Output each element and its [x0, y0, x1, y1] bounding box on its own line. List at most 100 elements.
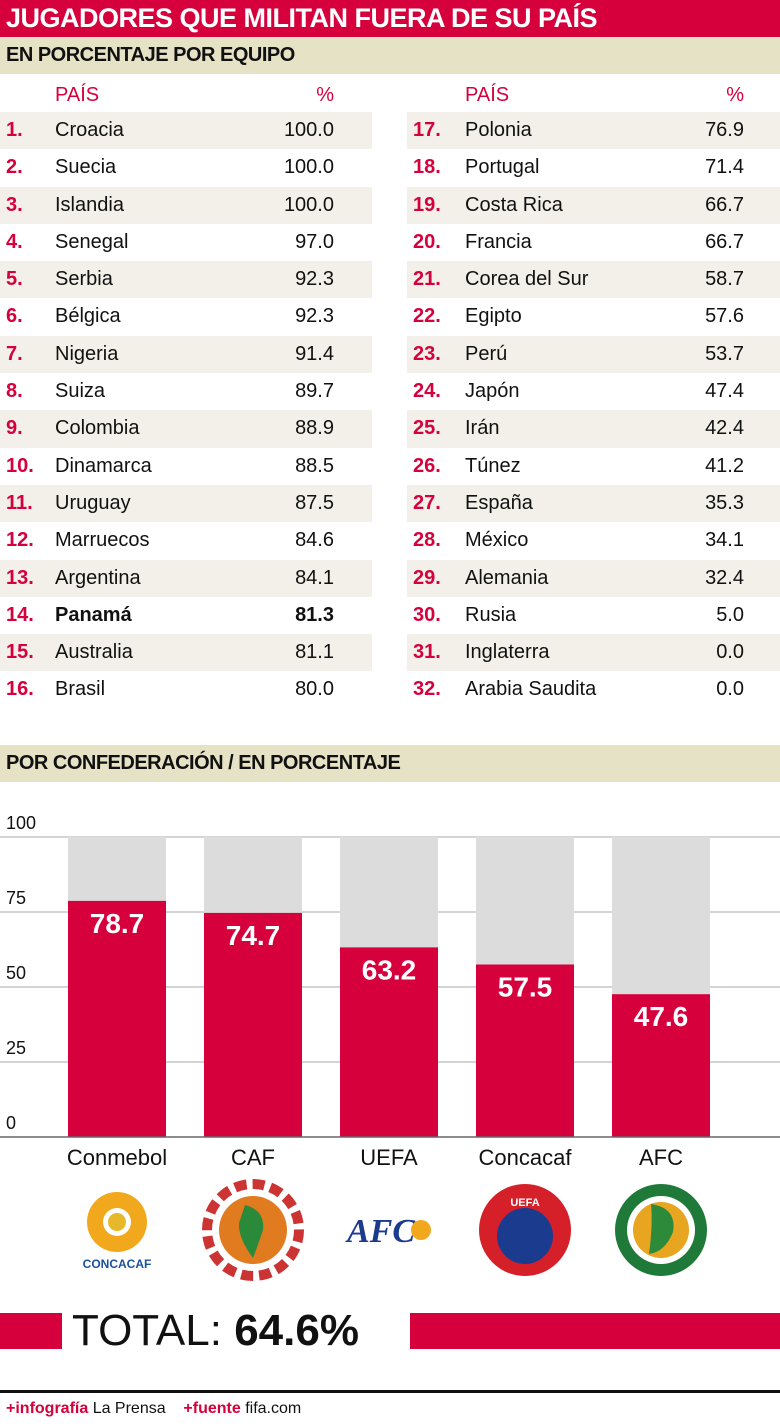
- country-name: Marruecos: [55, 529, 150, 552]
- country-name: Uruguay: [55, 491, 131, 514]
- table-row: 9. Colombia 88.9: [0, 410, 372, 448]
- table-row: 15. Australia 81.1: [0, 634, 372, 672]
- rank: 29.: [413, 566, 441, 589]
- country-name: Alemania: [465, 566, 549, 589]
- country-name: Argentina: [55, 566, 141, 589]
- x-category-label: CAF: [231, 1145, 275, 1170]
- infografia-credit: La Prensa: [92, 1400, 166, 1417]
- total-bar-left: [0, 1313, 62, 1349]
- rank: 22.: [413, 305, 441, 328]
- country-name: Egipto: [465, 305, 522, 328]
- table-row: 7. Nigeria 91.4: [0, 335, 372, 374]
- country-name: Colombia: [55, 417, 140, 440]
- table-row: 18. Portugal 71.4: [407, 149, 780, 186]
- footer: +infografía La Prensa +fuente fifa.com: [6, 1400, 301, 1418]
- percentage: 100.0: [283, 156, 334, 179]
- percentage: 88.9: [295, 417, 334, 440]
- rank: 12.: [6, 529, 34, 552]
- percentage: 5.0: [716, 603, 744, 626]
- rank: 18.: [413, 156, 441, 179]
- fuente-label: +fuente: [183, 1400, 241, 1417]
- confederation-bar-chart: 0 25 50 75 100 78.7 Conmebol CONCACAF 74.7 CAF 63.…: [0, 813, 780, 1281]
- country-name: Irán: [465, 417, 500, 440]
- country-name: Arabia Saudita: [465, 678, 597, 701]
- rank: 27.: [413, 491, 441, 514]
- rank: 20.: [413, 230, 441, 253]
- svg-text:AFC: AFC: [345, 1213, 415, 1250]
- country-name: Senegal: [55, 230, 129, 253]
- percentage: 91.4: [295, 342, 334, 365]
- total: TOTAL: 64.6%: [72, 1305, 359, 1357]
- table-row: 25. Irán 42.4: [407, 410, 780, 448]
- table-row: 16. Brasil 80.0: [0, 671, 372, 708]
- country-name: Suecia: [55, 156, 117, 179]
- header-country: PAÍS: [55, 84, 100, 106]
- percentage: 58.7: [705, 268, 744, 291]
- percentage: 35.3: [705, 491, 744, 514]
- table-row: 14. Panamá 81.3: [0, 597, 372, 634]
- rank: 24.: [413, 380, 441, 403]
- caf-logo-icon: [615, 1184, 707, 1276]
- percentage: 89.7: [295, 380, 334, 403]
- table-header: PAÍS %: [407, 78, 780, 112]
- y-tick-label: 75: [6, 888, 26, 908]
- x-category-label: Conmebol: [67, 1145, 167, 1170]
- table-row: 19. Costa Rica 66.7: [407, 186, 780, 224]
- svg-text:CONCACAF: CONCACAF: [83, 1257, 152, 1271]
- total-label: TOTAL:: [72, 1306, 222, 1355]
- country-name: Japón: [465, 380, 520, 403]
- country-name: Dinamarca: [55, 454, 152, 477]
- table-row: 20. Francia 66.7: [407, 224, 780, 261]
- x-category-label: Concacaf: [479, 1145, 573, 1170]
- rank: 8.: [6, 380, 23, 403]
- country-name: Portugal: [465, 156, 540, 179]
- uefa-logo-icon: UEFA: [479, 1184, 571, 1276]
- percentage: 0.0: [716, 641, 744, 664]
- percentage: 53.7: [705, 342, 744, 365]
- table-row: 2. Suecia 100.0: [0, 149, 372, 186]
- header-pct: %: [726, 84, 744, 106]
- y-tick-label: 25: [6, 1038, 26, 1058]
- table-row: 30. Rusia 5.0: [407, 597, 780, 634]
- rank: 15.: [6, 641, 34, 664]
- table-row: 1. Croacia 100.0: [0, 112, 372, 150]
- percentage: 71.4: [705, 156, 744, 179]
- percentage: 92.3: [295, 305, 334, 328]
- percentage: 80.0: [295, 678, 334, 701]
- x-category-label: AFC: [639, 1145, 683, 1170]
- country-name: Bélgica: [55, 305, 121, 328]
- table-row: 12. Marruecos 84.6: [0, 522, 372, 559]
- percentage: 100.0: [283, 193, 334, 216]
- infografia-label: +infografía: [6, 1400, 89, 1417]
- country-name: Croacia: [55, 119, 124, 141]
- table-row: 32. Arabia Saudita 0.0: [407, 671, 780, 708]
- rank: 10.: [6, 454, 34, 477]
- table-row: 11. Uruguay 87.5: [0, 484, 372, 523]
- rank: 13.: [6, 566, 34, 589]
- percentage: 100.0: [283, 119, 334, 141]
- total-value: 64.6%: [234, 1306, 359, 1355]
- table-header: PAÍS %: [0, 78, 372, 112]
- percentage: 76.9: [705, 119, 744, 141]
- percentage: 0.0: [716, 678, 744, 701]
- svg-text:UEFA: UEFA: [510, 1197, 539, 1209]
- table-row: 24. Japón 47.4: [407, 373, 780, 410]
- country-name: México: [465, 529, 529, 552]
- concacaf-logo-icon: CONCACAF: [83, 1192, 152, 1271]
- percentage: 66.7: [705, 193, 744, 216]
- table-row: 5. Serbia 92.3: [0, 261, 372, 299]
- percentage: 81.3: [295, 603, 334, 626]
- country-name: Rusia: [465, 603, 517, 626]
- rank: 2.: [6, 156, 23, 179]
- y-tick-label: 50: [6, 963, 26, 983]
- country-name: Perú: [465, 342, 508, 365]
- header-pct: %: [316, 84, 334, 106]
- table-row: 13. Argentina 84.1: [0, 559, 372, 597]
- country-name: Brasil: [55, 678, 106, 701]
- country-name: Polonia: [465, 119, 532, 141]
- header-country: PAÍS: [465, 84, 510, 106]
- rank: 25.: [413, 417, 441, 440]
- percentage: 57.6: [705, 305, 744, 328]
- table-right: PAÍS % 17. Polonia 76.9 18. Portugal 71.4 19. C…: [407, 78, 780, 709]
- table-row: 6. Bélgica 92.3: [0, 298, 372, 335]
